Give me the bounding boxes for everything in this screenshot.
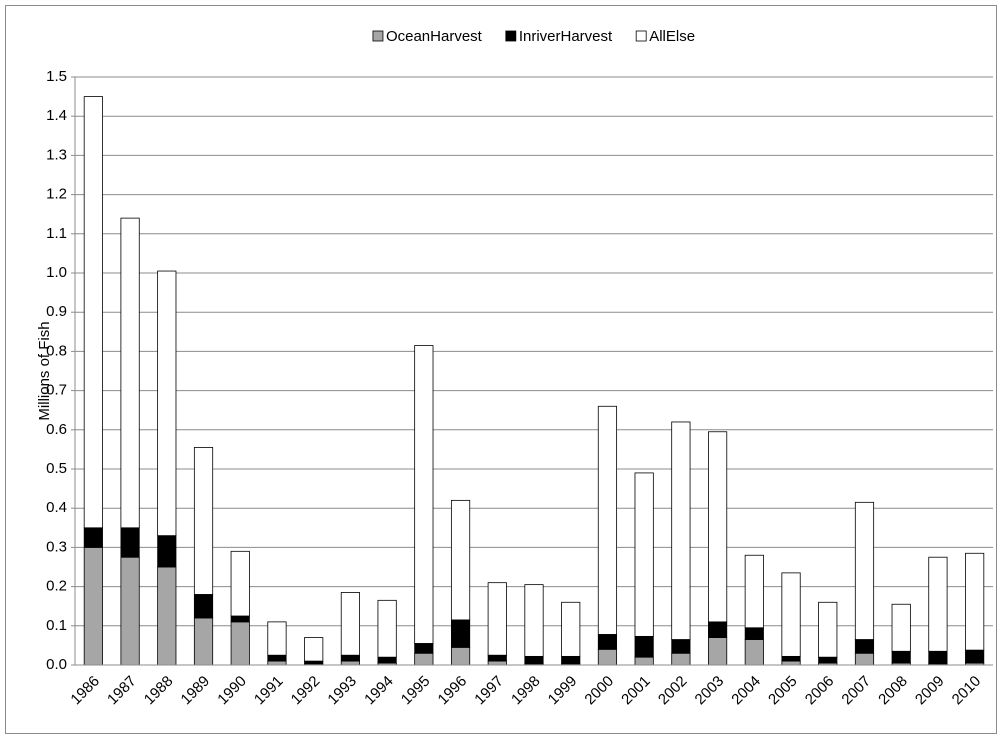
- y-tick-label: 1.4: [46, 107, 67, 124]
- bar-segment: [781, 660, 801, 666]
- bar-segment: [854, 501, 875, 640]
- bar-segment: [671, 421, 691, 640]
- bar-segment: [267, 621, 287, 656]
- bar-segment: [340, 654, 360, 662]
- bar-segment: [340, 660, 360, 666]
- bar-segment: [597, 634, 618, 650]
- y-tick-label: 1.3: [46, 146, 67, 163]
- bar-segment: [157, 535, 177, 568]
- bar-segment: [267, 654, 287, 662]
- bar-segment: [965, 649, 985, 664]
- bar-segment: [487, 660, 507, 666]
- bar-segment: [83, 547, 103, 666]
- bar-segment: [928, 650, 948, 665]
- bar-segment: [781, 655, 801, 662]
- bar-segment: [414, 345, 434, 644]
- bar-segment: [781, 572, 801, 657]
- bar-segment: [450, 619, 471, 648]
- bar-segment: [377, 599, 397, 658]
- bar-segment: [671, 652, 691, 666]
- bar-segment: [744, 627, 764, 640]
- bar-segment: [708, 637, 728, 666]
- bar-segment: [450, 499, 471, 621]
- y-tick-label: 1.2: [46, 186, 67, 203]
- legend-label: OceanHarvest: [386, 28, 483, 45]
- bar-segment: [524, 584, 544, 657]
- bar-segment: [708, 431, 728, 623]
- y-tick-label: 0.4: [46, 499, 67, 516]
- bar-segment: [634, 635, 654, 658]
- bar-segment: [597, 405, 618, 635]
- legend-label: InriverHarvest: [519, 28, 613, 45]
- bar-segment: [634, 472, 654, 637]
- bar-segment: [708, 621, 728, 638]
- bar-segment: [414, 643, 434, 654]
- legend-swatch: [505, 30, 517, 42]
- bar-segment: [377, 656, 397, 664]
- bar-segment: [854, 652, 875, 666]
- bar-segment: [854, 639, 875, 654]
- bar-segment: [83, 527, 103, 548]
- y-tick-label: 1.1: [46, 225, 67, 242]
- y-tick-label: 1.5: [46, 68, 67, 85]
- legend-label: AllElse: [649, 28, 695, 45]
- bar-segment: [120, 556, 140, 666]
- bar-segment: [304, 660, 324, 665]
- bar-segment: [157, 270, 177, 537]
- y-tick-label: 0.9: [46, 303, 67, 320]
- bar-segment: [891, 603, 911, 652]
- legend-swatch: [635, 30, 647, 42]
- y-tick-label: 0.1: [46, 617, 67, 634]
- bar-segment: [818, 601, 838, 658]
- y-tick-label: 0.3: [46, 538, 67, 555]
- bar-segment: [928, 556, 948, 652]
- bar-segment: [193, 594, 214, 619]
- bar-segment: [120, 217, 140, 529]
- bar-segment: [340, 592, 360, 656]
- bar-segment: [230, 621, 250, 666]
- bar-segment: [561, 655, 581, 665]
- y-tick-label: 0.2: [46, 578, 67, 595]
- y-tick-label: 0.5: [46, 460, 67, 477]
- legend-swatch: [372, 30, 384, 42]
- bar-segment: [891, 650, 911, 664]
- bar-segment: [524, 655, 544, 665]
- bar-segment: [120, 527, 140, 558]
- bar-segment: [157, 566, 177, 666]
- bar-segment: [230, 550, 250, 617]
- bar-segment: [450, 646, 471, 666]
- y-tick-label: 0.7: [46, 382, 67, 399]
- bar-segment: [634, 656, 654, 666]
- bar-segment: [304, 637, 324, 662]
- bar-segment: [744, 554, 764, 629]
- bar-segment: [965, 552, 985, 651]
- bar-segment: [744, 639, 764, 666]
- y-tick-label: 0.6: [46, 421, 67, 438]
- bar-segment: [230, 615, 250, 623]
- y-tick-label: 0.8: [46, 342, 67, 359]
- bar-segment: [487, 582, 507, 656]
- y-axis-title: Millions of Fish: [36, 321, 53, 420]
- y-tick-label: 0.0: [46, 656, 67, 673]
- bar-segment: [83, 96, 103, 529]
- bar-segment: [414, 652, 434, 666]
- bar-segment: [818, 656, 838, 664]
- bar-segment: [487, 654, 507, 662]
- bar-segment: [193, 617, 214, 666]
- bar-segment: [193, 447, 214, 595]
- bar-segment: [671, 639, 691, 654]
- bar-segment: [561, 601, 581, 657]
- y-tick-label: 1.0: [46, 264, 67, 281]
- bar-segment: [267, 660, 287, 666]
- bar-segment: [597, 648, 618, 666]
